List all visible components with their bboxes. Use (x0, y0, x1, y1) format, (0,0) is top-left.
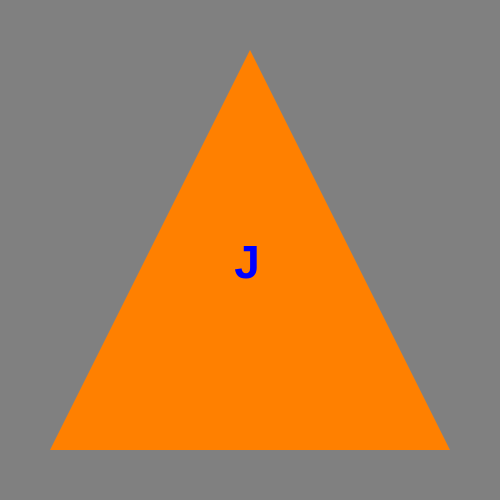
orange-triangle (50, 50, 450, 450)
triangle-letter-label: J (234, 236, 260, 288)
